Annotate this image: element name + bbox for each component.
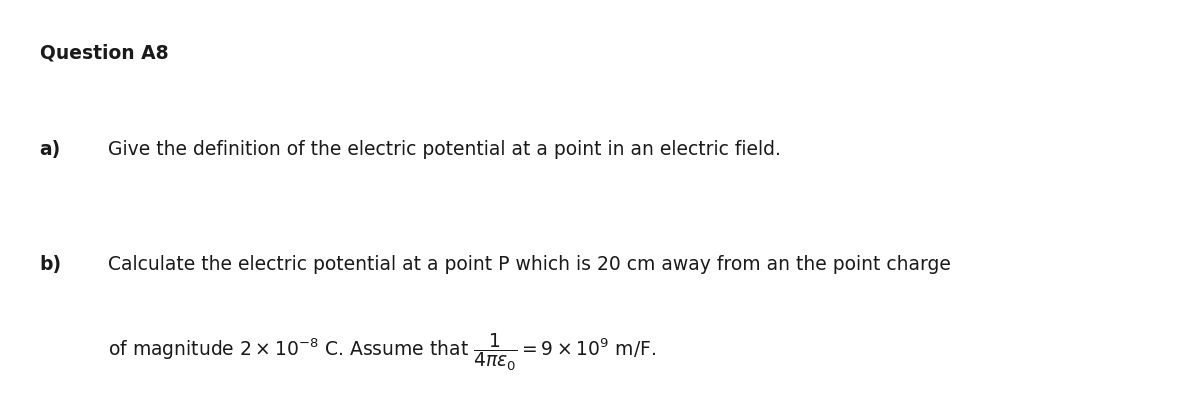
Text: Give the definition of the electric potential at a point in an electric field.: Give the definition of the electric pote… xyxy=(108,140,781,159)
Text: a): a) xyxy=(40,140,61,159)
Text: Question A8: Question A8 xyxy=(40,43,168,62)
Text: b): b) xyxy=(40,255,61,274)
Text: of magnitude $2 \times 10^{-8}$ C. Assume that $\dfrac{1}{4\pi\varepsilon_0} = 9: of magnitude $2 \times 10^{-8}$ C. Assum… xyxy=(108,332,656,373)
Text: Calculate the electric potential at a point P which is 20 cm away from an the po: Calculate the electric potential at a po… xyxy=(108,255,950,274)
